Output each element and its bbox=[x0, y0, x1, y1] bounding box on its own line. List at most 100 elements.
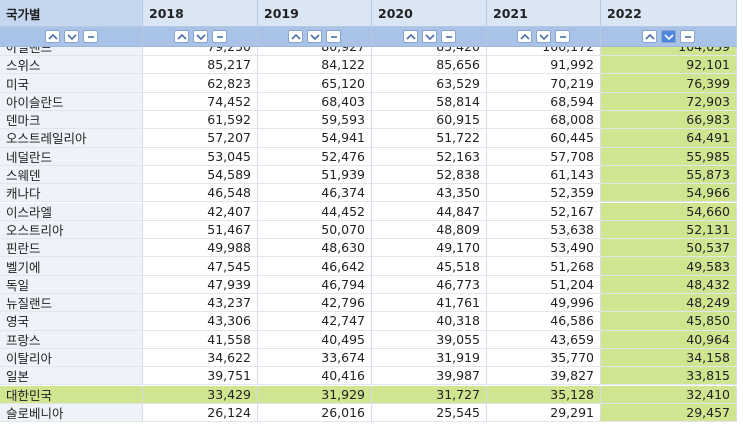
data-cell: 51,204 bbox=[487, 275, 601, 294]
data-cell: 46,794 bbox=[258, 275, 372, 294]
data-cell: 42,747 bbox=[258, 312, 372, 331]
data-cell: 39,827 bbox=[487, 367, 601, 386]
column-header[interactable]: 2020 bbox=[372, 0, 487, 27]
data-cell: 43,659 bbox=[487, 330, 601, 349]
data-cell: 49,583 bbox=[601, 257, 737, 276]
data-cell: 48,249 bbox=[601, 294, 737, 313]
row-label: 영국 bbox=[0, 312, 143, 331]
data-cell: 48,809 bbox=[372, 220, 487, 240]
data-cell: 52,838 bbox=[372, 165, 487, 185]
data-cell: 66,983 bbox=[601, 111, 737, 130]
data-cell: 52,167 bbox=[487, 202, 601, 221]
row-label: 오스트리아 bbox=[0, 220, 143, 240]
data-cell: 52,359 bbox=[487, 184, 601, 203]
data-cell: 44,452 bbox=[258, 202, 372, 221]
sort-down-button[interactable] bbox=[661, 30, 676, 43]
data-cell: 49,996 bbox=[487, 294, 601, 313]
sort-minus-button[interactable] bbox=[326, 30, 341, 43]
data-cell: 50,070 bbox=[258, 220, 372, 240]
sort-up-button[interactable] bbox=[44, 30, 60, 43]
data-cell: 47,545 bbox=[143, 257, 258, 276]
data-cell: 47,939 bbox=[143, 275, 258, 294]
data-cell: 31,727 bbox=[372, 385, 487, 404]
sort-down-button[interactable] bbox=[421, 30, 437, 43]
data-cell: 62,823 bbox=[143, 74, 258, 93]
data-cell: 46,548 bbox=[143, 184, 258, 203]
data-cell: 34,622 bbox=[143, 348, 258, 368]
sort-minus-button[interactable] bbox=[680, 30, 695, 43]
data-cell: 68,403 bbox=[258, 92, 372, 111]
sort-down-button[interactable] bbox=[192, 30, 208, 43]
row-label: 캐나다 bbox=[0, 184, 143, 203]
row-label: 오스트레일리아 bbox=[0, 129, 143, 148]
data-cell: 49,170 bbox=[372, 239, 487, 258]
sort-controls bbox=[601, 27, 737, 47]
row-label: 이탈리아 bbox=[0, 348, 143, 368]
column-header[interactable]: 2022 bbox=[601, 0, 737, 27]
data-cell: 33,815 bbox=[601, 367, 737, 386]
data-cell: 61,143 bbox=[487, 165, 601, 185]
row-label: 슬로베니아 bbox=[0, 403, 143, 423]
data-cell: 48,630 bbox=[258, 239, 372, 258]
column-header[interactable]: 2021 bbox=[487, 0, 601, 27]
sort-down-button[interactable] bbox=[536, 30, 551, 43]
data-cell: 60,915 bbox=[372, 111, 487, 130]
data-cell: 52,131 bbox=[601, 220, 737, 240]
column-header[interactable]: 국가별 bbox=[0, 0, 143, 27]
data-cell: 61,592 bbox=[143, 111, 258, 130]
row-label: 대한민국 bbox=[0, 385, 143, 404]
data-cell: 53,638 bbox=[487, 220, 601, 240]
row-label: 프랑스 bbox=[0, 330, 143, 349]
data-cell: 40,416 bbox=[258, 367, 372, 386]
data-cell: 43,237 bbox=[143, 294, 258, 313]
sort-up-button[interactable] bbox=[402, 30, 418, 43]
sort-up-button[interactable] bbox=[173, 30, 189, 43]
row-label: 아이슬란드 bbox=[0, 92, 143, 111]
data-cell: 39,987 bbox=[372, 367, 487, 386]
data-cell: 76,399 bbox=[601, 74, 737, 93]
data-cell: 52,163 bbox=[372, 147, 487, 166]
sort-up-button[interactable] bbox=[642, 30, 657, 43]
sort-minus-button[interactable] bbox=[82, 30, 98, 43]
data-cell: 57,708 bbox=[487, 147, 601, 166]
data-cell: 40,318 bbox=[372, 312, 487, 331]
sort-up-button[interactable] bbox=[288, 30, 303, 43]
data-cell: 91,992 bbox=[487, 56, 601, 75]
data-cell: 42,796 bbox=[258, 294, 372, 313]
data-cell: 46,773 bbox=[372, 275, 487, 294]
data-cell: 35,128 bbox=[487, 385, 601, 404]
row-label: 독일 bbox=[0, 275, 143, 294]
sort-down-button[interactable] bbox=[63, 30, 79, 43]
data-cell: 25,545 bbox=[372, 403, 487, 423]
data-cell: 31,919 bbox=[372, 348, 487, 368]
row-label: 벨기에 bbox=[0, 257, 143, 276]
sort-minus-button[interactable] bbox=[211, 30, 227, 43]
data-cell: 51,268 bbox=[487, 257, 601, 276]
data-cell: 51,939 bbox=[258, 165, 372, 185]
data-cell: 64,491 bbox=[601, 129, 737, 148]
sort-controls bbox=[0, 27, 143, 47]
data-cell: 35,770 bbox=[487, 348, 601, 368]
row-label: 일본 bbox=[0, 367, 143, 386]
sort-down-button[interactable] bbox=[307, 30, 322, 43]
row-label: 네덜란드 bbox=[0, 147, 143, 166]
data-cell: 59,593 bbox=[258, 111, 372, 130]
column-header[interactable]: 2018 bbox=[143, 0, 258, 27]
data-cell: 50,537 bbox=[601, 239, 737, 258]
data-cell: 44,847 bbox=[372, 202, 487, 221]
data-cell: 84,122 bbox=[258, 56, 372, 75]
sort-up-button[interactable] bbox=[517, 30, 532, 43]
data-cell: 33,674 bbox=[258, 348, 372, 368]
data-cell: 68,008 bbox=[487, 111, 601, 130]
data-cell: 72,903 bbox=[601, 92, 737, 111]
column-header[interactable]: 2019 bbox=[258, 0, 372, 27]
sort-minus-button[interactable] bbox=[440, 30, 456, 43]
data-cell: 74,452 bbox=[143, 92, 258, 111]
row-label: 스웨덴 bbox=[0, 165, 143, 185]
data-cell: 34,158 bbox=[601, 348, 737, 368]
data-cell: 70,219 bbox=[487, 74, 601, 93]
data-cell: 51,722 bbox=[372, 129, 487, 148]
data-cell: 53,490 bbox=[487, 239, 601, 258]
sort-minus-button[interactable] bbox=[555, 30, 570, 43]
data-cell: 43,350 bbox=[372, 184, 487, 203]
